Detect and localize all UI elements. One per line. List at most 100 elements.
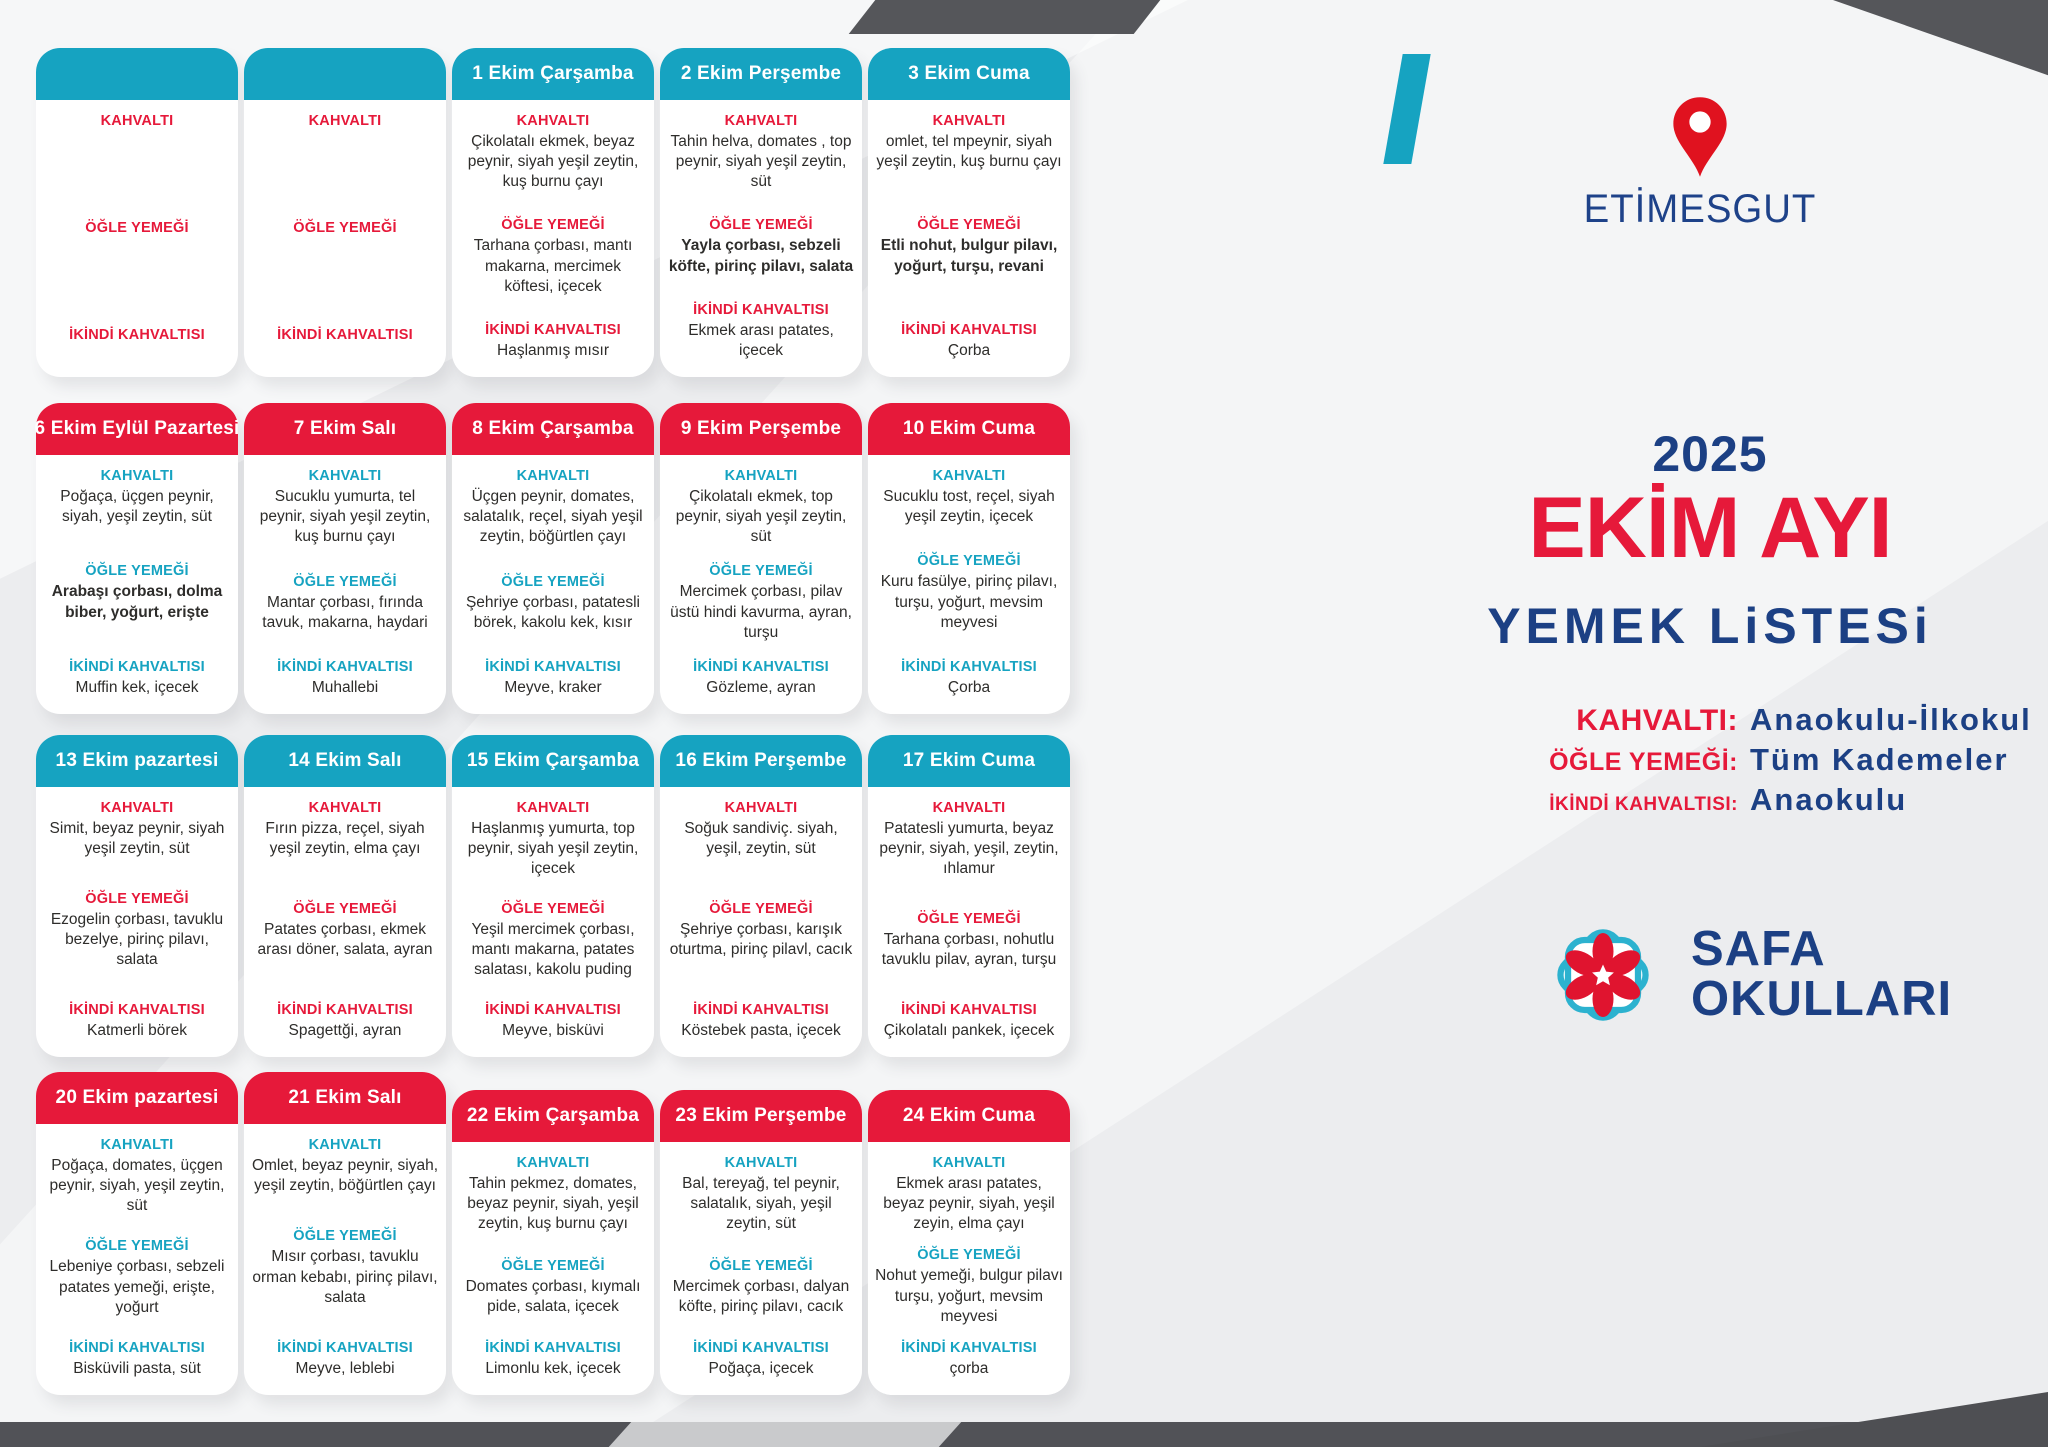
breakfast-label: KAHVALTI [308,1137,382,1153]
breakfast-label: KAHVALTI [516,800,590,816]
day-card-body: KAHVALTI Patatesli yumurta, beyaz peynir… [868,787,1070,1057]
lunch-label: ÖĞLE YEMEĞİ [709,563,813,580]
day-card: 9 Ekim Perşembe KAHVALTI Çikolatalı ekme… [660,403,862,714]
day-card-body: KAHVALTI Sucuklu tost, reçel, siyah yeşi… [868,455,1070,714]
snack-label: İKİNDİ KAHVALTISI [277,1339,413,1356]
lunch-text: Etli nohut, bulgur pilavı, yoğurt, turşu… [880,237,1058,275]
location-pin-icon [1673,97,1727,177]
legend-value-snack: Anaokulu [1750,782,1908,817]
snack-section: İKİNDİ KAHVALTISI Meyve, bisküvi [459,1002,647,1041]
snack-text: Çikolatalı pankek, içecek [883,1021,1055,1039]
snack-label: İKİNDİ KAHVALTISI [693,1339,829,1356]
day-card-body: KAHVALTI Ekmek arası patates, beyaz peyn… [868,1142,1070,1395]
day-title: 16 Ekim Perşembe [675,750,847,771]
lunch-section: ÖĞLE YEMEĞİ Etli nohut, bulgur pilavı, y… [875,217,1063,276]
day-card: 20 Ekim pazartesi KAHVALTI Poğaça, domat… [36,1072,238,1395]
lunch-label: ÖĞLE YEMEĞİ [501,1257,605,1274]
day-card-header: 24 Ekim Cuma [868,1090,1070,1142]
day-card: KAHVALTI ÖĞLE YEMEĞİ İKİNDİ KAHVALTISI [36,48,238,377]
breakfast-label: KAHVALTI [100,800,174,816]
lunch-label: ÖĞLE YEMEĞİ [917,1247,1021,1264]
breakfast-label: KAHVALTI [724,468,798,484]
day-card: 23 Ekim Perşembe KAHVALTI Bal, tereyağ, … [660,1090,862,1395]
snack-text [251,346,439,362]
day-title: 20 Ekim pazartesi [55,1087,219,1108]
lunch-section: ÖĞLE YEMEĞİ Mercimek çorbası, dalyan köf… [667,1258,855,1317]
breakfast-label: KAHVALTI [516,468,590,484]
lunch-text: Patates çorbası, ekmek arası döner, sala… [257,920,433,959]
lunch-label: ÖĞLE YEMEĞİ [501,900,605,917]
title-list: YEMEK LiSTESi [1487,598,1933,654]
lunch-text: Arabaşı çorbası, dolma biber, yoğurt, er… [51,583,223,621]
day-card-header: 3 Ekim Cuma [868,48,1070,100]
day-card: 14 Ekim Salı KAHVALTI Fırın pizza, reçel… [244,735,446,1057]
breakfast-label: KAHVALTI [308,800,382,816]
day-card-body: KAHVALTI Omlet, beyaz peynir, siyah, yeş… [244,1124,446,1395]
snack-text: çorba [949,1359,989,1377]
day-card-body: KAHVALTI Bal, tereyağ, tel peynir, salat… [660,1142,862,1395]
legend-label-snack: İKİNDİ KAHVALTISI: [1549,794,1738,815]
lunch-label: ÖĞLE YEMEĞİ [709,217,813,234]
day-card: 24 Ekim Cuma KAHVALTI Ekmek arası patate… [868,1090,1070,1395]
snack-section: İKİNDİ KAHVALTISI Bisküvili pasta, süt [43,1340,231,1379]
lunch-label: ÖĞLE YEMEĞİ [85,1238,189,1255]
day-card-body: KAHVALTI Tahin pekmez, domates, beyaz pe… [452,1142,654,1395]
lunch-section: ÖĞLE YEMEĞİ Tarhana çorbası, mantı makar… [459,217,647,296]
lunch-section: ÖĞLE YEMEĞİ Yayla çorbası, sebzeli köfte… [667,217,855,276]
snack-section: İKİNDİ KAHVALTISI Çorba [875,322,1063,361]
snack-section: İKİNDİ KAHVALTISI Çikolatalı pankek, içe… [875,1002,1063,1041]
day-card-header: 17 Ekim Cuma [868,735,1070,787]
lunch-text: Ezogelin çorbası, tavuklu bezelye, pirin… [50,910,224,969]
breakfast-text: Simit, beyaz peynir, siyah yeşil zeytin,… [49,820,225,858]
breakfast-section: KAHVALTI Poğaça, domates, üçgen peynir, … [43,1137,231,1216]
day-card-header: 8 Ekim Çarşamba [452,403,654,455]
lunch-section: ÖĞLE YEMEĞİ Mısır çorbası, tavuklu orman… [251,1228,439,1307]
decor-teal-accent [1383,54,1431,164]
lunch-text [251,239,439,255]
lunch-label: ÖĞLE YEMEĞİ [501,573,605,590]
snack-label: İKİNDİ KAHVALTISI [277,326,413,343]
breakfast-text [251,132,439,148]
snack-section: İKİNDİ KAHVALTISI Meyve, kraker [459,659,647,698]
safa-line2: OKULLARI [1691,972,1953,1026]
snack-label: İKİNDİ KAHVALTISI [693,658,829,675]
menu-row: 20 Ekim pazartesi KAHVALTI Poğaça, domat… [36,1072,1070,1395]
breakfast-text: Çikolatalı ekmek, beyaz peynir, siyah ye… [467,133,639,191]
snack-text: Haşlanmış mısır [497,341,609,359]
breakfast-section: KAHVALTI Simit, beyaz peynir, siyah yeşi… [43,800,231,859]
snack-section: İKİNDİ KAHVALTISI Haşlanmış mısır [459,322,647,361]
day-card-body: KAHVALTI Haşlanmış yumurta, top peynir, … [452,787,654,1057]
breakfast-section: KAHVALTI Omlet, beyaz peynir, siyah, yeş… [251,1137,439,1196]
day-title: 9 Ekim Perşembe [680,418,842,439]
breakfast-section: KAHVALTI Fırın pizza, reçel, siyah yeşil… [251,800,439,859]
snack-label: İKİNDİ KAHVALTISI [277,1001,413,1018]
legend-value-lunch: Tüm Kademeler [1750,742,2009,777]
decor-bottom-light [608,1422,962,1447]
snack-section: İKİNDİ KAHVALTISI Çorba [875,659,1063,698]
breakfast-label: KAHVALTI [932,113,1006,129]
snack-section: İKİNDİ KAHVALTISI Meyve, leblebi [251,1340,439,1379]
breakfast-label: KAHVALTI [724,113,798,129]
breakfast-text: Sucuklu tost, reçel, siyah yeşil zeytin,… [883,488,1055,526]
day-title: 1 Ekim Çarşamba [472,63,634,84]
day-card-header: 7 Ekim Salı [244,403,446,455]
breakfast-text: Tahin pekmez, domates, beyaz peynir, siy… [467,1175,639,1233]
lunch-section: ÖĞLE YEMEĞİ Nohut yemeği, bulgur pilavı … [875,1247,1063,1326]
snack-label: İKİNDİ KAHVALTISI [69,1339,205,1356]
breakfast-text: Poğaça, üçgen peynir, siyah, yeşil zeyti… [60,488,214,526]
lunch-section: ÖĞLE YEMEĞİ Domates çorbası, kıymalı pid… [459,1258,647,1317]
day-card-header: 9 Ekim Perşembe [660,403,862,455]
day-card-body: KAHVALTI Poğaça, üçgen peynir, siyah, ye… [36,455,238,714]
snack-section: İKİNDİ KAHVALTISI çorba [875,1340,1063,1379]
breakfast-section: KAHVALTI Sucuklu tost, reçel, siyah yeşi… [875,468,1063,527]
snack-label: İKİNDİ KAHVALTISI [277,658,413,675]
lunch-text: Mercimek çorbası, pilav üstü hindi kavur… [670,583,852,641]
lunch-text: Domates çorbası, kıymalı pide, salata, i… [465,1277,641,1315]
snack-text: Gözleme, ayran [706,678,816,696]
snack-section: İKİNDİ KAHVALTISI Poğaça, içecek [667,1340,855,1379]
legend-label-breakfast: KAHVALTI: [1576,704,1738,737]
day-card-header: 1 Ekim Çarşamba [452,48,654,100]
breakfast-text: Fırın pizza, reçel, siyah yeşil zeytin, … [265,820,425,858]
menu-row: 13 Ekim pazartesi KAHVALTI Simit, beyaz … [36,735,1070,1057]
decor-dark-band [848,0,1161,34]
